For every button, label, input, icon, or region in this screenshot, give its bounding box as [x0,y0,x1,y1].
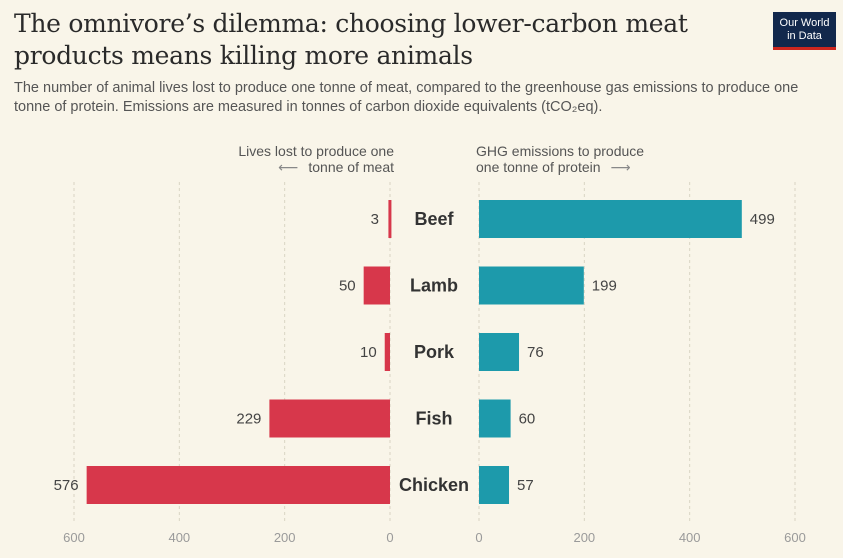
left-bar-chicken [86,466,390,504]
left-value-label: 576 [54,477,79,494]
right-bar-lamb [479,266,584,305]
left-tick-label: 0 [386,530,393,545]
right-header-line-2: one tonne of protein [476,159,601,175]
left-bar-beef [388,200,392,238]
left-value-label: 50 [339,278,356,295]
right-value-label: 57 [517,477,534,494]
category-label-chicken: Chicken [399,475,469,495]
category-label-fish: Fish [415,409,452,429]
left-bar-fish [269,399,390,438]
category-label-pork: Pork [414,342,455,362]
left-arrow-icon: ⟵ [278,159,299,175]
owid-logo[interactable]: Our World in Data [773,12,836,50]
left-value-label: 3 [371,211,379,228]
category-label-lamb: Lamb [410,276,458,296]
left-panel-header: Lives lost to produce one ⟵ tonne of meat [200,143,394,175]
right-panel-header: GHG emissions to produce one tonne of pr… [476,143,736,175]
left-tick-label: 600 [63,530,85,545]
right-tick-label: 0 [475,530,482,545]
right-value-label: 199 [592,278,617,295]
chart-subtitle: The number of animal lives lost to produ… [14,80,799,115]
right-tick-label: 200 [573,530,595,545]
left-tick-label: 200 [274,530,296,545]
right-tick-label: 600 [784,530,806,545]
logo-line-1: Our World [779,16,830,29]
right-bar-beef [479,200,742,238]
right-bar-pork [479,333,520,371]
right-arrow-icon: ⟶ [610,159,631,175]
left-value-label: 10 [360,344,377,361]
left-bar-pork [384,333,390,371]
left-bar-lamb [363,266,390,305]
logo-line-2: in Data [787,29,822,42]
left-header-line-1: Lives lost to produce one [238,143,394,159]
right-value-label: 76 [527,344,544,361]
chart-title: The omnivore’s dilemma: choosing lower-c… [14,9,688,70]
right-bar-fish [479,399,511,438]
left-header-line-2: tonne of meat [308,159,394,175]
left-value-label: 229 [236,411,261,428]
right-value-label: 60 [519,411,536,428]
right-tick-label: 400 [679,530,701,545]
left-tick-label: 400 [168,530,190,545]
category-label-beef: Beef [414,209,454,229]
right-header-line-1: GHG emissions to produce [476,143,645,159]
right-value-label: 499 [750,211,775,228]
right-bar-chicken [479,466,510,504]
